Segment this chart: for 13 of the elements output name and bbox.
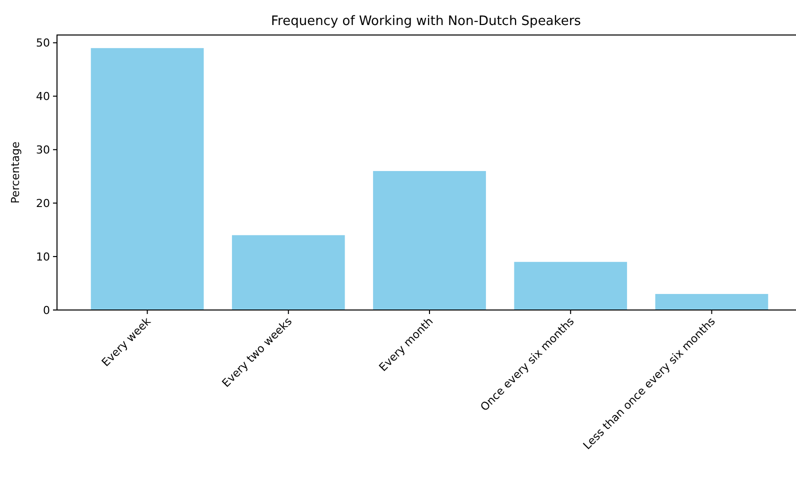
chart-title: Frequency of Working with Non-Dutch Speakers bbox=[271, 14, 582, 29]
y-tick-label: 0 bbox=[43, 304, 50, 317]
y-tick-label: 10 bbox=[36, 250, 50, 264]
bar bbox=[514, 262, 628, 310]
bar bbox=[373, 171, 486, 310]
bar bbox=[90, 48, 204, 310]
bar bbox=[655, 294, 768, 310]
y-tick-label: 50 bbox=[36, 36, 50, 50]
y-tick-label: 40 bbox=[36, 90, 50, 104]
y-axis-title: Percentage bbox=[9, 141, 22, 204]
y-tick-label: 20 bbox=[36, 196, 50, 210]
y-tick-label: 30 bbox=[36, 144, 50, 156]
bar bbox=[232, 235, 345, 310]
